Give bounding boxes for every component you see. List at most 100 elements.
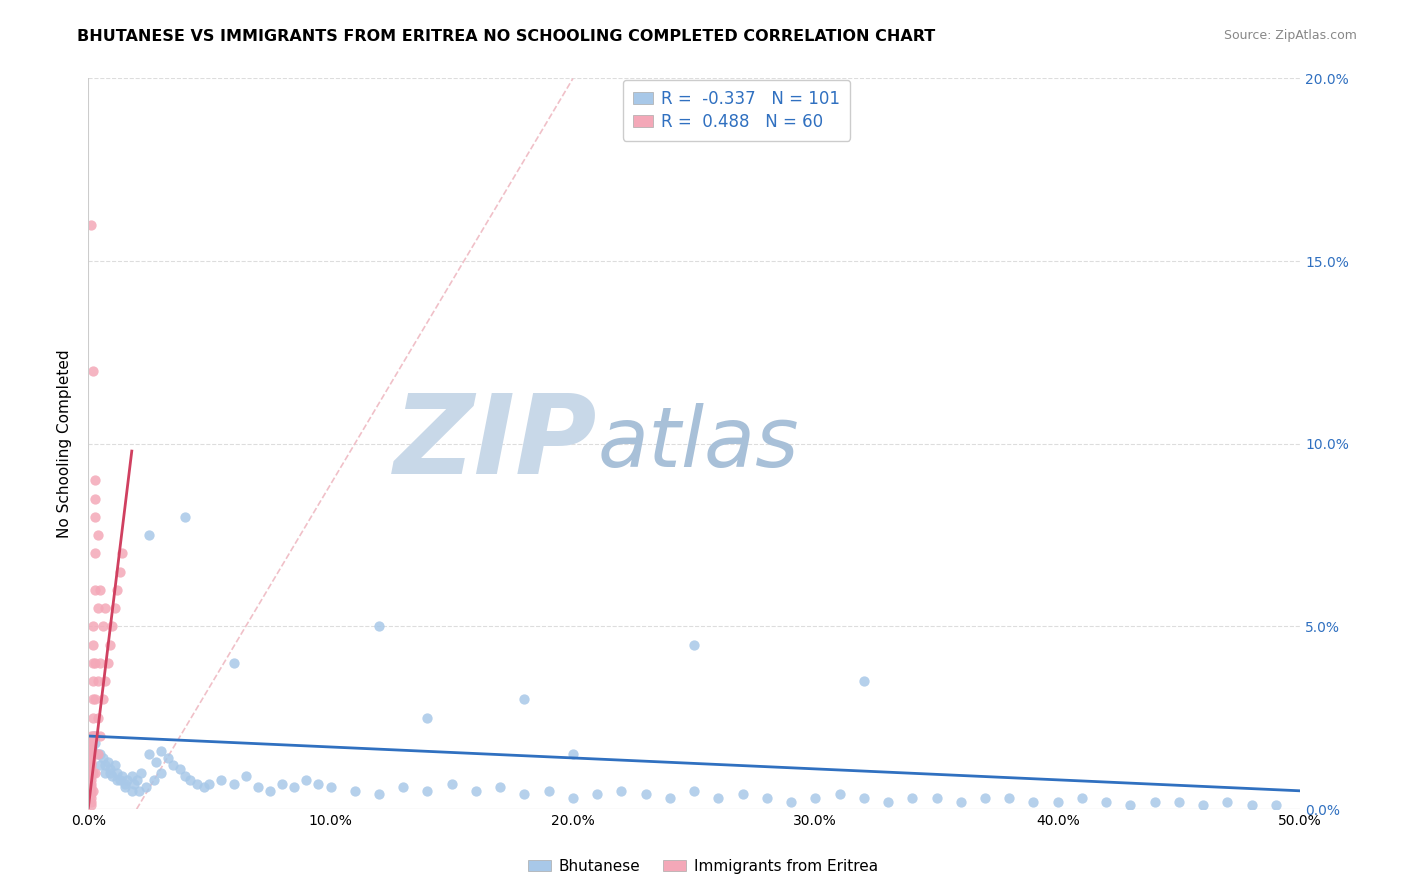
Point <box>416 784 439 798</box>
Point <box>368 788 391 802</box>
Point <box>465 784 488 798</box>
Legend: Bhutanese, Immigrants from Eritrea: Bhutanese, Immigrants from Eritrea <box>522 853 884 880</box>
Point <box>974 791 997 805</box>
Point <box>138 528 160 542</box>
Point <box>222 656 245 670</box>
Point <box>1095 795 1118 809</box>
Text: BHUTANESE VS IMMIGRANTS FROM ERITREA NO SCHOOLING COMPLETED CORRELATION CHART: BHUTANESE VS IMMIGRANTS FROM ERITREA NO … <box>77 29 935 44</box>
Point <box>162 758 184 772</box>
Point <box>96 755 118 769</box>
Point <box>211 772 233 787</box>
Point <box>1240 798 1263 813</box>
Point <box>105 765 128 780</box>
Point <box>259 784 281 798</box>
Point <box>94 758 117 772</box>
Point <box>121 784 143 798</box>
Point <box>561 747 583 762</box>
Point <box>79 736 101 750</box>
Point <box>104 601 127 615</box>
Point <box>852 674 875 689</box>
Point <box>84 765 107 780</box>
Text: atlas: atlas <box>598 403 799 484</box>
Point <box>79 755 101 769</box>
Point <box>114 776 136 790</box>
Point <box>84 729 107 743</box>
Point <box>131 765 153 780</box>
Point <box>104 758 127 772</box>
Point <box>79 751 101 765</box>
Point <box>1022 795 1045 809</box>
Point <box>186 776 208 790</box>
Point <box>586 788 609 802</box>
Point <box>138 747 160 762</box>
Point <box>91 751 114 765</box>
Point <box>179 772 201 787</box>
Point <box>157 751 180 765</box>
Point <box>949 795 972 809</box>
Point <box>142 772 165 787</box>
Point <box>925 791 948 805</box>
Point <box>79 758 101 772</box>
Point <box>84 546 107 560</box>
Point <box>1046 795 1069 809</box>
Point <box>901 791 924 805</box>
Point <box>82 619 104 633</box>
Point <box>1264 798 1286 813</box>
Point <box>852 791 875 805</box>
Point <box>79 736 101 750</box>
Point <box>114 780 136 794</box>
Point <box>87 747 110 762</box>
Point <box>108 772 131 787</box>
Point <box>683 784 706 798</box>
Point <box>416 711 439 725</box>
Point <box>731 788 754 802</box>
Point <box>707 791 730 805</box>
Point <box>79 795 101 809</box>
Point <box>101 769 124 783</box>
Point <box>319 780 342 794</box>
Point <box>115 772 138 787</box>
Point <box>89 656 111 670</box>
Point <box>222 776 245 790</box>
Point <box>94 674 117 689</box>
Point <box>79 784 101 798</box>
Point <box>307 776 329 790</box>
Point <box>683 638 706 652</box>
Point <box>91 692 114 706</box>
Point <box>1216 795 1239 809</box>
Point <box>610 784 633 798</box>
Point <box>101 619 124 633</box>
Point <box>122 776 145 790</box>
Point <box>174 769 197 783</box>
Point <box>193 780 215 794</box>
Point <box>79 776 101 790</box>
Point <box>82 729 104 743</box>
Point <box>149 744 172 758</box>
Point <box>1143 795 1166 809</box>
Point <box>634 788 657 802</box>
Point <box>105 772 128 787</box>
Point <box>79 780 101 794</box>
Point <box>111 769 134 783</box>
Point <box>79 729 101 743</box>
Point <box>108 565 131 579</box>
Point <box>84 491 107 506</box>
Point <box>198 776 221 790</box>
Point <box>98 638 121 652</box>
Point <box>84 729 107 743</box>
Point <box>368 619 391 633</box>
Point <box>755 791 778 805</box>
Point <box>392 780 415 794</box>
Point <box>79 762 101 776</box>
Text: Source: ZipAtlas.com: Source: ZipAtlas.com <box>1223 29 1357 42</box>
Point <box>79 744 101 758</box>
Point <box>89 747 111 762</box>
Point <box>79 739 101 754</box>
Point <box>98 762 121 776</box>
Point <box>82 784 104 798</box>
Point <box>1071 791 1094 805</box>
Point <box>174 509 197 524</box>
Point <box>89 758 111 772</box>
Point <box>149 765 172 780</box>
Point <box>84 582 107 597</box>
